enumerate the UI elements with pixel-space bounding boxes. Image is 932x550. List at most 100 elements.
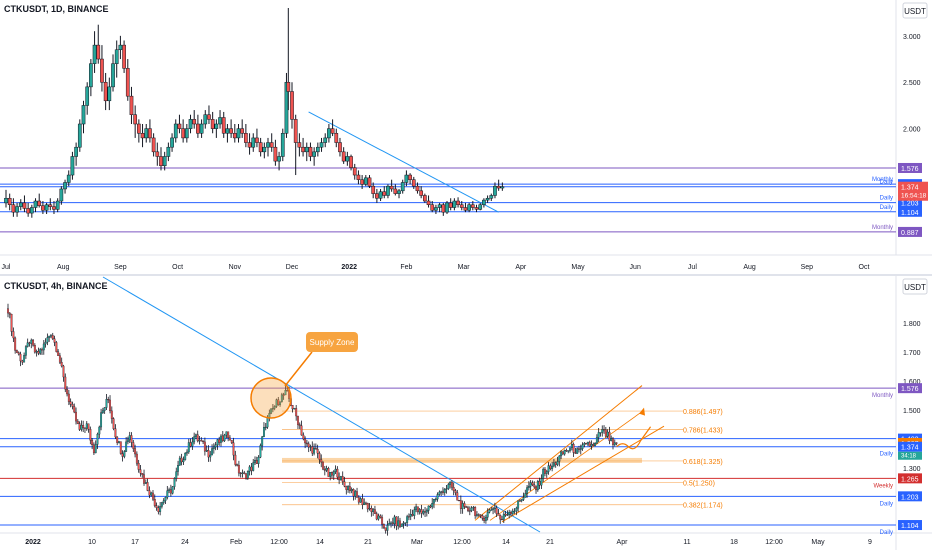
pane-separator[interactable] xyxy=(0,274,932,276)
daily-candle-body xyxy=(52,206,56,210)
daily-candle-body xyxy=(430,204,435,211)
4h-candle-body xyxy=(352,489,355,497)
daily-candle-body xyxy=(441,204,446,213)
daily-level-price-tag xyxy=(898,162,922,173)
4h-candle-body xyxy=(207,450,210,458)
4h-candle-body xyxy=(80,424,83,430)
daily-trendline-layer xyxy=(308,111,499,213)
4h-candle-body xyxy=(363,502,366,506)
4h-time-tick: 21 xyxy=(364,539,372,546)
4h-candle-body xyxy=(375,513,378,520)
4h-currency-button[interactable]: USDT xyxy=(902,278,928,295)
4h-level-price-text: 1.203 xyxy=(901,494,919,501)
4h-candle-body xyxy=(540,478,543,486)
4h-candle-body xyxy=(112,418,115,429)
4h-candle-body xyxy=(67,393,70,402)
4h-candle-body xyxy=(350,489,353,492)
4h-price-ticks: 1.800 1.700 1.600 1.500 1.300 xyxy=(903,321,921,473)
daily-candle-body xyxy=(170,137,174,148)
4h-candle-body xyxy=(526,487,529,494)
4h-candle-body xyxy=(581,444,584,449)
4h-candle-body xyxy=(241,472,244,474)
daily-candle-body xyxy=(363,177,368,185)
daily-currency-button-frame[interactable] xyxy=(902,2,928,19)
supply-zone-circle xyxy=(250,377,292,419)
4h-candle-body xyxy=(490,509,493,511)
daily-candle-body xyxy=(140,133,145,139)
4h-candle-body xyxy=(134,448,137,455)
daily-candle-body xyxy=(244,133,248,143)
4h-candle-body xyxy=(554,462,557,465)
4h-candle-body xyxy=(10,313,13,332)
daily-level-price-text: 1.203 xyxy=(901,201,919,208)
daily-candle-body xyxy=(66,174,71,183)
4h-candle-body xyxy=(51,335,54,339)
4h-candle-body xyxy=(440,491,443,493)
4h-time-ticks: 2022 10 17 24 Feb 12:00 14 21 Mar 12:00 14 21 Apr 11 1… xyxy=(25,539,872,546)
daily-candle-body xyxy=(155,151,160,157)
4h-candle-body xyxy=(236,464,239,466)
4h-candle-body xyxy=(139,469,142,474)
4h-candle-body xyxy=(275,399,278,407)
daily-candle-body xyxy=(456,200,460,205)
4h-candle-body xyxy=(130,435,133,443)
4h-candle-body xyxy=(354,491,357,497)
4h-candle-body xyxy=(21,360,24,363)
4h-candle-body xyxy=(232,442,235,456)
daily-candle-body xyxy=(467,204,471,211)
daily-level-side-label: Daily xyxy=(880,180,893,186)
4h-candle-body xyxy=(486,512,489,518)
daily-candle-body xyxy=(218,117,222,125)
4h-candle-body xyxy=(98,426,101,435)
daily-level-side-label: Monthly xyxy=(872,225,893,231)
4h-candle-body xyxy=(193,436,196,443)
4h-candle-body xyxy=(608,431,611,441)
4h-level-price-text: 1.265 xyxy=(901,476,919,483)
4h-candle-body xyxy=(510,512,512,514)
4h-candle-body xyxy=(85,423,88,429)
daily-candle-body xyxy=(304,146,309,153)
daily-candle-body xyxy=(103,81,108,102)
4h-candle-body xyxy=(200,440,203,442)
daily-candle-body xyxy=(352,167,357,176)
4h-fib-layer: 0.886(1.497) 0.786(1.433) 0.618(1.325) 0.5(… xyxy=(282,409,723,510)
4h-candle-body xyxy=(434,498,437,500)
4h-candle-body xyxy=(592,444,595,446)
4h-candle-body xyxy=(277,399,280,405)
daily-candle-body xyxy=(334,133,339,143)
4h-candle-body xyxy=(17,352,20,355)
4h-candle-body xyxy=(19,353,22,362)
4h-candle-body xyxy=(7,308,9,314)
4h-candle-body xyxy=(544,468,546,474)
4h-candle-body xyxy=(461,503,464,509)
4h-candle-body xyxy=(574,452,577,454)
daily-candle-body xyxy=(133,114,138,125)
daily-currency-button-label[interactable]: USDT xyxy=(904,7,926,16)
4h-candle-body xyxy=(205,450,208,452)
4h-candle-body xyxy=(470,507,473,511)
daily-time-tick: Oct xyxy=(859,264,870,271)
daily-candle-body xyxy=(258,142,263,153)
4h-candle-body xyxy=(58,355,61,363)
daily-time-tick: May xyxy=(571,264,585,271)
4h-currency-button-frame[interactable] xyxy=(902,278,928,295)
4h-candle-body xyxy=(365,502,367,504)
4h-candle-body xyxy=(257,457,260,464)
4h-candle-body xyxy=(121,453,124,457)
daily-currency-button[interactable]: USDT xyxy=(902,2,928,19)
daily-candle-body xyxy=(459,204,464,208)
daily-time-tick: Mar xyxy=(458,264,471,271)
daily-candle-body xyxy=(247,142,252,148)
daily-candle-body xyxy=(315,146,320,153)
4h-candle-body xyxy=(386,525,389,531)
4h-candle-body xyxy=(286,390,289,392)
daily-candle-body xyxy=(485,197,490,201)
4h-candle-body xyxy=(366,503,369,510)
daily-candle-body xyxy=(470,204,475,208)
4h-candle-body xyxy=(128,435,131,441)
daily-candle-body xyxy=(207,114,211,120)
4h-candle-body xyxy=(484,517,487,521)
4h-candle-body xyxy=(148,490,151,496)
4h-currency-button-label[interactable]: USDT xyxy=(904,283,926,292)
daily-time-tick: Aug xyxy=(57,264,70,271)
